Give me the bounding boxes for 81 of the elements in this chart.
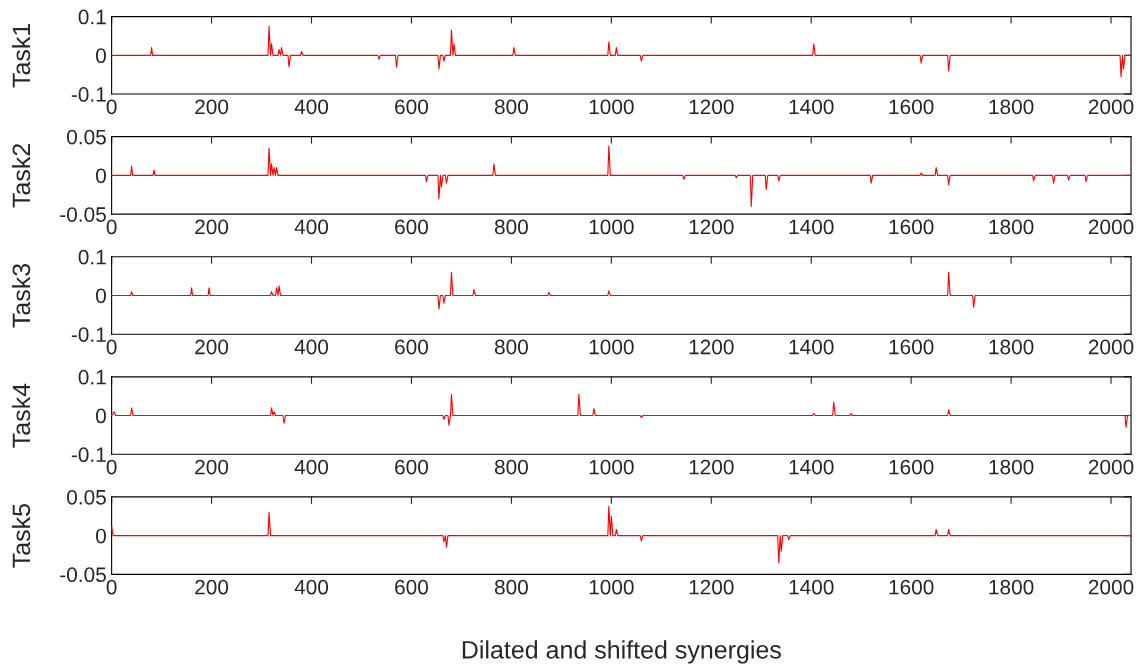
y-axis-title: Task4 xyxy=(11,383,31,448)
x-tick-label: 400 xyxy=(294,459,329,475)
y-tick-label: -0.05 xyxy=(60,567,106,583)
x-tick-label: 1600 xyxy=(889,339,934,355)
x-tick-label: 1000 xyxy=(589,459,634,475)
x-tick-label: 1600 xyxy=(889,459,934,475)
x-tick-label: 2000 xyxy=(1088,219,1134,235)
x-tick-label: 800 xyxy=(494,459,528,475)
x-tick-label: 0 xyxy=(106,219,117,235)
x-tick-label: 800 xyxy=(494,99,528,115)
y-tick-label: 0 xyxy=(95,168,106,184)
line-series xyxy=(111,505,1132,564)
x-tick-label: 2000 xyxy=(1088,99,1134,115)
y-axis-title: Task1 xyxy=(11,23,31,88)
x-tick-label: 600 xyxy=(395,99,429,115)
y-tick-label: -0.05 xyxy=(60,207,106,222)
x-tick-label: 600 xyxy=(395,579,429,595)
x-tick-label: 1000 xyxy=(589,579,634,595)
x-tick-label: 2000 xyxy=(1088,459,1134,475)
x-tick-label: 1400 xyxy=(789,579,834,595)
x-tick-label: 800 xyxy=(494,219,528,235)
y-axis-title: Task3 xyxy=(11,263,31,328)
y-tick-label: 0 xyxy=(95,528,106,544)
y-tick-label: 0 xyxy=(95,288,106,304)
y-tick-label: 0.1 xyxy=(78,9,106,25)
x-tick-label: 200 xyxy=(195,219,229,235)
x-tick-label: 200 xyxy=(195,339,229,355)
x-tick-label: 200 xyxy=(195,579,229,595)
x-tick-label: 1800 xyxy=(989,219,1034,235)
x-tick-label: 0 xyxy=(106,339,117,355)
x-tick-label: 600 xyxy=(395,219,429,235)
x-tick-label: 0 xyxy=(106,99,117,115)
x-tick-label: 1600 xyxy=(889,99,934,115)
line-series xyxy=(111,25,1132,78)
x-tick-label: 2000 xyxy=(1088,579,1134,595)
line-series xyxy=(111,145,1132,207)
x-tick-label: 1200 xyxy=(689,339,734,355)
y-tick-label: -0.1 xyxy=(71,87,106,102)
line-series xyxy=(111,393,1132,428)
x-tick-label: 2000 xyxy=(1088,339,1134,355)
x-tick-label: 200 xyxy=(195,99,229,115)
y-tick-label: 0.1 xyxy=(78,369,106,385)
y-tick-label: 0 xyxy=(95,48,106,64)
y-tick-label: 0.1 xyxy=(78,249,106,265)
x-tick-label: 1200 xyxy=(689,459,734,475)
x-tick-label: 1200 xyxy=(689,99,734,115)
x-tick-label: 1400 xyxy=(789,219,834,235)
y-axis-title: Task5 xyxy=(11,504,31,568)
x-tick-label: 1800 xyxy=(989,99,1034,115)
x-tick-label: 600 xyxy=(395,459,429,475)
x-tick-label: 1200 xyxy=(689,579,734,595)
y-tick-label: 0.05 xyxy=(67,489,106,505)
x-axis-title: Dilated and shifted synergies xyxy=(462,640,781,664)
x-tick-label: 200 xyxy=(195,459,229,475)
x-tick-label: 600 xyxy=(395,339,429,355)
x-tick-label: 1000 xyxy=(589,219,634,235)
x-tick-label: 1400 xyxy=(789,339,834,355)
y-tick-label: -0.1 xyxy=(71,327,106,342)
x-tick-label: 400 xyxy=(294,99,329,115)
y-tick-label: 0.05 xyxy=(67,129,106,145)
x-tick-label: 1200 xyxy=(689,219,734,235)
x-tick-label: 800 xyxy=(494,339,528,355)
x-tick-label: 1600 xyxy=(889,579,934,595)
x-tick-label: 1800 xyxy=(989,339,1034,355)
x-tick-label: 1600 xyxy=(889,219,934,235)
y-tick-label: -0.1 xyxy=(71,447,106,463)
x-tick-label: 0 xyxy=(106,579,117,595)
y-tick-label: 0 xyxy=(95,408,106,424)
x-tick-label: 1800 xyxy=(989,579,1034,595)
x-tick-label: 1000 xyxy=(589,99,634,115)
x-tick-label: 1000 xyxy=(589,339,634,355)
x-tick-label: 1800 xyxy=(989,459,1034,475)
line-series xyxy=(111,271,1132,310)
x-tick-label: 1400 xyxy=(789,99,834,115)
x-tick-label: 1400 xyxy=(789,459,834,475)
y-axis-title: Task2 xyxy=(11,144,31,208)
x-tick-label: 800 xyxy=(494,579,528,595)
x-tick-label: 400 xyxy=(294,339,329,355)
x-tick-label: 400 xyxy=(294,219,329,235)
x-tick-label: 0 xyxy=(106,459,117,475)
x-tick-label: 400 xyxy=(294,579,329,595)
